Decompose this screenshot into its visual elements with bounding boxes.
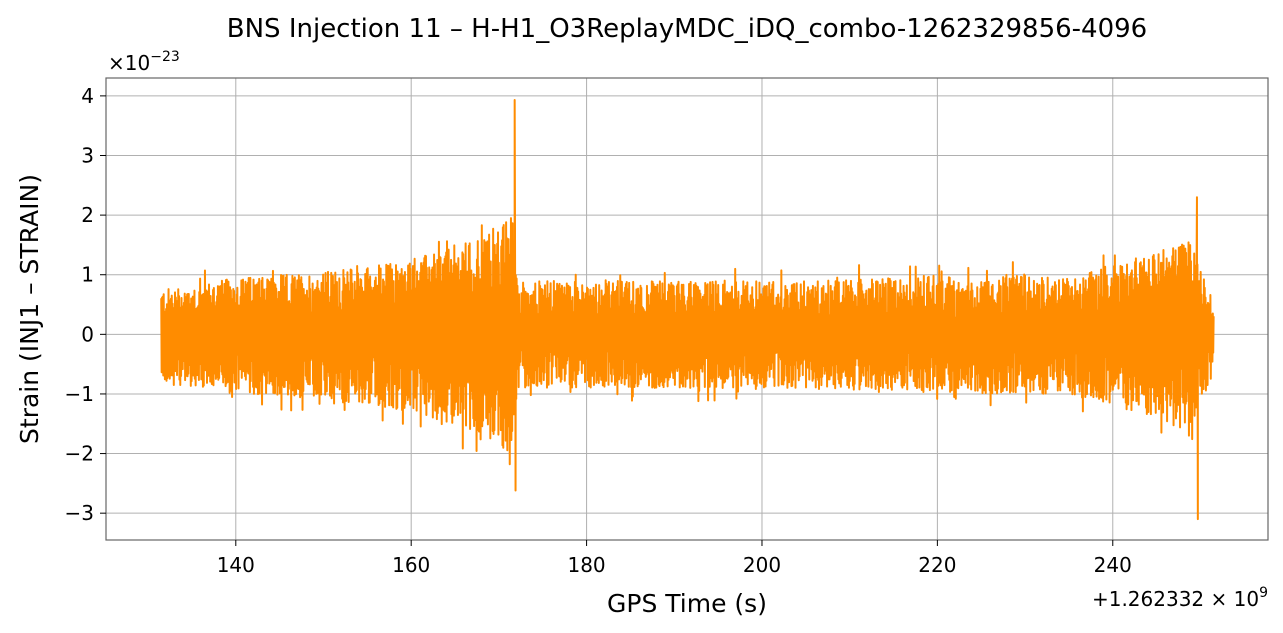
y-tick-label: 1 — [81, 263, 94, 287]
x-tick-label: 220 — [918, 553, 956, 577]
y-tick-label: 0 — [81, 322, 94, 346]
y-tick-label: 2 — [81, 203, 94, 227]
x-tick-label: 160 — [392, 553, 430, 577]
y-tick-label: −1 — [65, 382, 94, 406]
y-axis-label: Strain (INJ1 – STRAIN) — [15, 174, 44, 444]
x-tick-label: 240 — [1094, 553, 1132, 577]
strain-series-line — [160, 99, 1215, 521]
y-tick-label: −2 — [65, 442, 94, 466]
plot-frame — [105, 77, 1269, 541]
y-tick-label: 3 — [81, 143, 94, 167]
x-tick-label: 140 — [217, 553, 255, 577]
x-tick-label: 180 — [567, 553, 605, 577]
x-axis-ticks: 140 160 180 200 220 240 — [217, 540, 1132, 577]
y-tick-label: −3 — [65, 501, 94, 525]
x-axis-label: GPS Time (s) — [607, 589, 767, 618]
chart-title: BNS Injection 11 – H-H1_O3ReplayMDC_iDQ_… — [227, 14, 1147, 44]
y-scale-multiplier: ×10−23 — [108, 49, 180, 75]
plot-area — [160, 99, 1215, 521]
y-tick-label: 4 — [81, 84, 94, 108]
x-tick-label: 200 — [743, 553, 781, 577]
x-offset-label: +1.262332 × 109 — [1092, 585, 1268, 611]
y-axis-ticks: −3 −2 −1 0 1 2 3 4 — [65, 84, 106, 525]
